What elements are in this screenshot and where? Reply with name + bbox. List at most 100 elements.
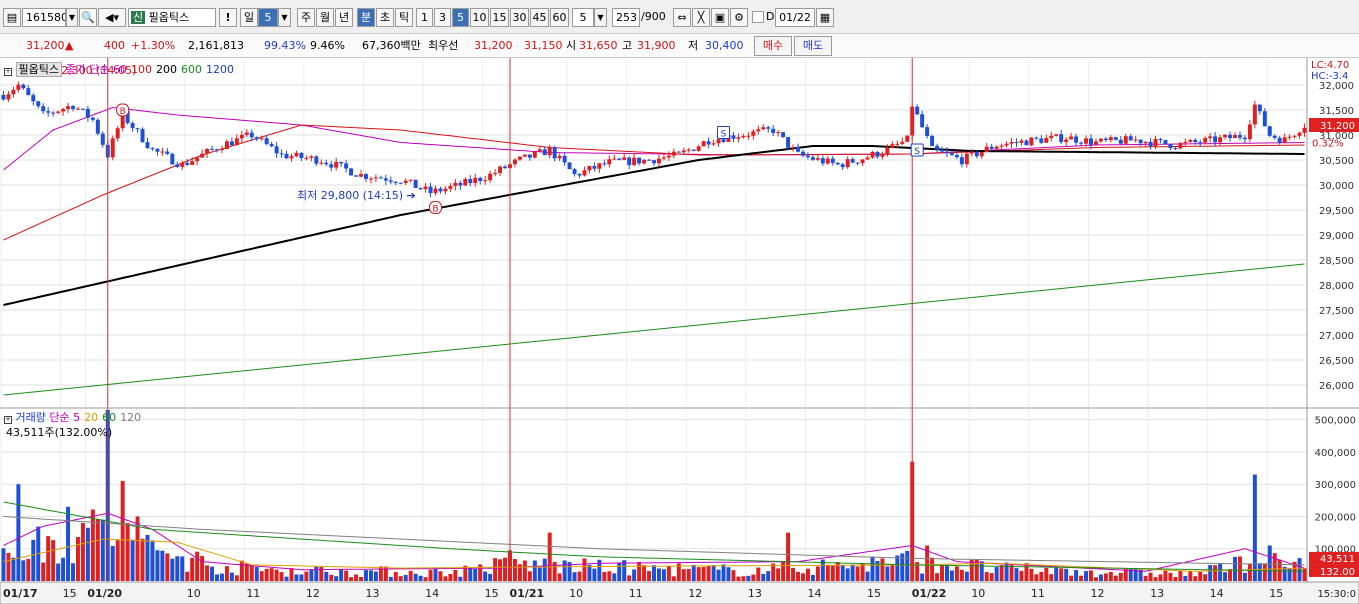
volume-bar — [810, 574, 815, 581]
calendar-icon[interactable]: ▦ — [816, 8, 834, 27]
draw-tool-icon[interactable]: ╳ — [692, 8, 710, 27]
volume-bar — [56, 563, 61, 581]
ma-period-60: 60 — [102, 411, 117, 424]
date-input[interactable]: 01/22 — [775, 8, 815, 27]
zoom-icon[interactable]: ⇔ — [673, 8, 691, 27]
candle-body — [259, 138, 264, 140]
date-checkbox[interactable] — [752, 11, 764, 23]
settings-gear-icon[interactable]: ⚙ — [730, 8, 748, 27]
price-tick-label: 30,000 — [1319, 181, 1354, 192]
candle-body — [1153, 138, 1158, 147]
candle-body — [1257, 104, 1262, 112]
volume-bar — [726, 567, 731, 581]
stock-chart[interactable]: B B S S 32,000 31,500 31,000 30,500 30,000 29,50… — [0, 58, 1359, 604]
candle-body — [542, 149, 547, 156]
code-dropdown-icon[interactable]: ▼ — [66, 8, 78, 27]
interval-button-10[interactable]: 10 — [470, 8, 489, 27]
candle-body — [915, 106, 920, 115]
candle-body — [115, 128, 120, 139]
candle-body — [90, 117, 95, 120]
candle-body — [756, 129, 761, 132]
candle-body — [791, 147, 796, 149]
candle-body — [522, 154, 527, 157]
candle-body — [1183, 141, 1188, 143]
volume-tick-label: 300,000 — [1315, 480, 1356, 491]
volume-bar — [418, 575, 423, 581]
volume-ratio: 99.43% — [264, 39, 306, 52]
candle-body — [274, 146, 279, 154]
stock-name-field[interactable]: 신 필옵틱스 — [128, 8, 216, 27]
volume-bar — [1153, 577, 1158, 581]
volume-bar — [915, 562, 920, 581]
candle-body — [845, 159, 850, 168]
candle-body — [140, 129, 145, 143]
volume-bar — [1029, 568, 1034, 581]
second-button[interactable]: 초 — [376, 8, 394, 27]
legend-expand-icon[interactable]: + — [4, 416, 12, 424]
volume-bar — [964, 571, 969, 581]
year-button[interactable]: 년 — [335, 8, 353, 27]
sell-button[interactable]: 매도 — [794, 36, 832, 56]
volume-bar — [408, 570, 413, 581]
volume-bar — [935, 573, 940, 581]
interval-button-3[interactable]: 3 — [434, 8, 451, 27]
candle-body — [731, 135, 736, 139]
candle-body — [309, 156, 314, 158]
volume-bar — [830, 565, 835, 581]
legend-expand-icon[interactable]: + — [4, 68, 12, 76]
time-tick-label: 14 — [425, 587, 439, 600]
candle-body — [796, 147, 800, 152]
candle-body — [830, 158, 835, 163]
open-label: 시 — [566, 39, 577, 52]
candle-body — [607, 159, 612, 165]
candle-body — [368, 178, 373, 180]
volume-bar — [855, 566, 860, 581]
interval-button-15[interactable]: 15 — [490, 8, 509, 27]
volume-bar — [890, 564, 895, 581]
month-button[interactable]: 월 — [316, 8, 334, 27]
buy-button[interactable]: 매수 — [754, 36, 792, 56]
volume-bar — [1297, 558, 1302, 581]
interval-button-60[interactable]: 60 — [550, 8, 569, 27]
interval-button-1[interactable]: 1 — [416, 8, 433, 27]
count-input[interactable]: 5 — [572, 8, 594, 27]
interval-button-30[interactable]: 30 — [510, 8, 529, 27]
sound-icon[interactable]: ◀▾ — [98, 8, 126, 27]
minute-button[interactable]: 분 — [357, 8, 375, 27]
candle-body — [135, 128, 140, 130]
interval-button-5[interactable]: 5 — [452, 8, 469, 27]
stock-list-icon[interactable]: ▤ — [3, 8, 21, 27]
candle-body — [1118, 139, 1123, 144]
count-dropdown-icon[interactable]: ▼ — [594, 8, 607, 27]
volume-bar — [612, 573, 617, 581]
period-number-input[interactable]: 5 — [258, 8, 278, 27]
volume-bar — [994, 567, 999, 581]
ma-period-600: 600 — [180, 63, 202, 76]
period-dropdown-icon[interactable]: ▼ — [278, 8, 291, 27]
volume-bar — [483, 571, 488, 581]
candle-body — [1113, 137, 1118, 140]
volume-bar — [165, 553, 170, 581]
candle-body — [120, 111, 125, 129]
volume-bar — [1252, 474, 1257, 581]
volume-bar — [180, 556, 185, 581]
week-button[interactable]: 주 — [297, 8, 315, 27]
period-day-button[interactable]: 일 — [240, 8, 258, 27]
interval-button-45[interactable]: 45 — [530, 8, 549, 27]
alert-button[interactable]: ! — [219, 8, 237, 27]
stock-code-input[interactable]: 161580 — [22, 8, 66, 27]
candle-body — [398, 182, 403, 184]
volume-bar — [31, 539, 36, 581]
candle-body — [195, 157, 200, 162]
search-icon[interactable]: 🔍 — [79, 8, 97, 27]
save-icon[interactable]: ▣ — [711, 8, 729, 27]
view-count-input[interactable]: 253 — [612, 8, 640, 27]
candle-body — [215, 149, 219, 151]
price-legend-name[interactable]: 필옵틱스 — [15, 62, 62, 77]
volume-bar — [979, 561, 984, 581]
current-volume-box — [1309, 551, 1359, 565]
time-tick-label: 12 — [1091, 587, 1105, 600]
volume-bar — [1213, 565, 1218, 581]
tick-button[interactable]: 틱 — [395, 8, 413, 27]
volume-bar — [1, 548, 6, 581]
